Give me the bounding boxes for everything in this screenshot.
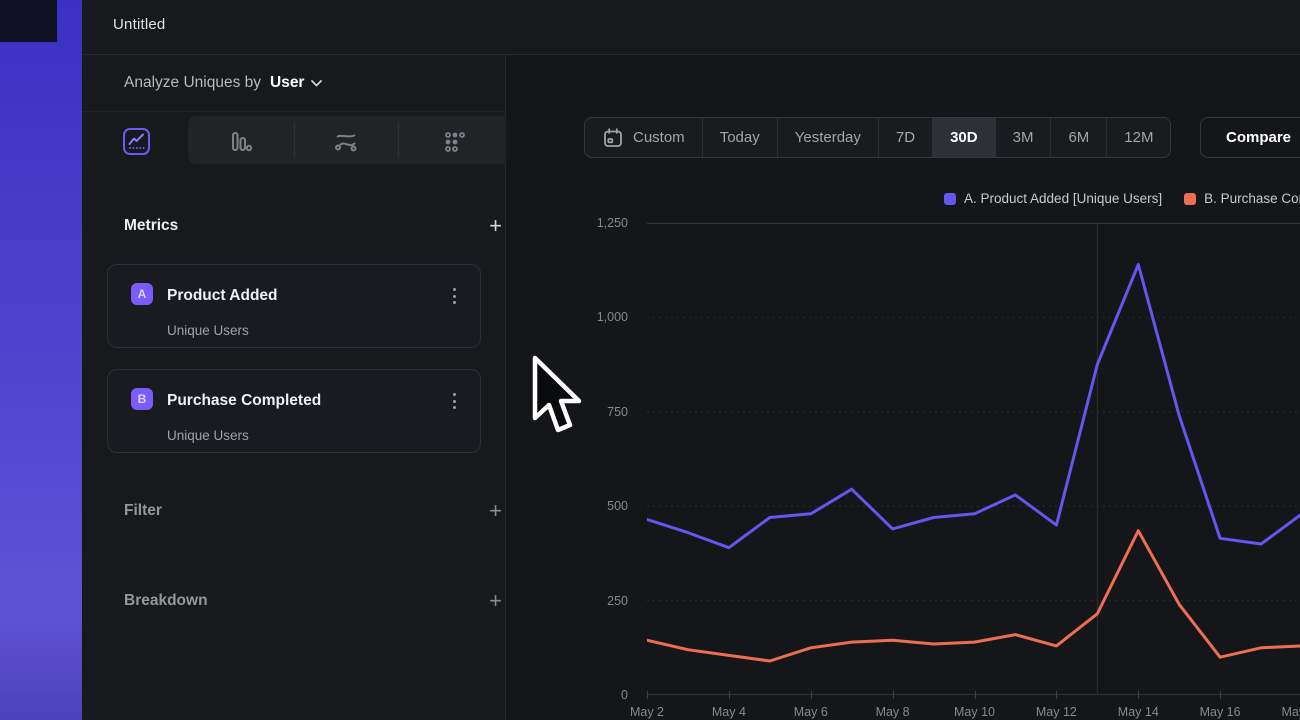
x-axis-label: May 18: [1281, 705, 1300, 719]
analyze-value-dropdown[interactable]: User: [270, 74, 323, 92]
x-tick: [974, 691, 976, 699]
y-axis-label: 1,250: [596, 216, 628, 230]
metric-card[interactable]: A Product Added Unique Users: [107, 264, 481, 348]
x-tick: [810, 691, 812, 699]
tab-separator: [294, 122, 295, 158]
range-button-30d[interactable]: 30D: [933, 118, 996, 157]
tab-flow[interactable]: [332, 128, 359, 155]
metrics-section-header: Metrics +: [124, 213, 502, 238]
x-axis-label: May 10: [954, 705, 995, 719]
header-bar: Untitled: [82, 0, 1300, 55]
range-label: Custom: [633, 129, 685, 146]
range-button-3m[interactable]: 3M: [996, 118, 1052, 157]
x-tick: [728, 691, 730, 699]
kebab-menu-button[interactable]: [446, 392, 462, 410]
metric-name: Product Added: [167, 287, 278, 304]
metric-card-list: A Product Added Unique Users B Purchase Comp…: [107, 264, 481, 474]
metric-badge: A: [131, 283, 153, 305]
sidebar: Analyze Uniques by User: [82, 55, 506, 720]
window-corner-block: [0, 0, 57, 42]
metric-badge: B: [131, 388, 153, 410]
metric-name: Purchase Completed: [167, 392, 322, 409]
date-range-selector: Custom Today Yesterday 7D 30D 3M 6M 12M: [584, 117, 1172, 158]
breakdown-title: Breakdown: [124, 592, 208, 609]
range-label: Today: [719, 129, 760, 146]
metrics-title: Metrics: [124, 217, 179, 234]
metric-measure: Unique Users: [167, 428, 249, 443]
legend-label: A. Product Added [Unique Users]: [964, 191, 1163, 206]
legend-item[interactable]: B. Purchase Completed [Unique Users]: [1184, 191, 1300, 206]
x-tick: [647, 691, 648, 699]
range-label: 6M: [1068, 129, 1090, 146]
filter-title: Filter: [124, 502, 162, 519]
page-title: Untitled: [113, 16, 166, 33]
x-axis-label: May 12: [1035, 705, 1077, 719]
range-label: 30D: [950, 129, 978, 146]
x-tick: [892, 691, 894, 699]
series-line-b: [647, 529, 1300, 663]
add-filter-button[interactable]: +: [489, 498, 502, 523]
range-label: Yesterday: [794, 129, 861, 146]
calendar-icon: [604, 127, 622, 147]
x-axis-label: May 2: [629, 705, 665, 719]
metric-measure: Unique Users: [167, 323, 249, 338]
x-tick: [1056, 691, 1058, 699]
tab-grid-dots[interactable]: [441, 128, 468, 155]
x-axis-label: May 14: [1117, 705, 1159, 719]
analyze-value: User: [270, 74, 305, 91]
range-button-custom[interactable]: Custom: [585, 118, 703, 157]
mouse-cursor: [532, 355, 582, 433]
add-breakdown-button[interactable]: +: [489, 588, 502, 613]
x-axis-label: May 16: [1199, 705, 1241, 719]
y-axis-label: 250: [607, 593, 628, 608]
legend-swatch: [944, 192, 956, 205]
kebab-menu-button[interactable]: [446, 287, 462, 305]
y-axis-label: 1,000: [596, 310, 628, 325]
analyze-row: Analyze Uniques by User: [82, 55, 505, 112]
metric-card[interactable]: B Purchase Completed Unique Users: [107, 369, 481, 453]
range-button-yesterday[interactable]: Yesterday: [778, 118, 879, 157]
tab-line-chart[interactable]: [123, 128, 150, 155]
y-axis-label: 0: [621, 688, 628, 702]
range-button-7d[interactable]: 7D: [879, 118, 934, 157]
legend-item[interactable]: A. Product Added [Unique Users]: [944, 191, 1162, 206]
breakdown-section-header: Breakdown +: [124, 588, 502, 613]
chart-plot[interactable]: [647, 223, 1300, 695]
bar-chart-icon: [231, 131, 252, 151]
x-tick: [1138, 691, 1140, 699]
compare-button[interactable]: Compare: [1200, 117, 1300, 158]
left-gradient-rail: [0, 0, 82, 720]
range-label: 12M: [1124, 129, 1154, 146]
legend-label: B. Purchase Completed [Unique Users]: [1204, 191, 1300, 206]
y-axis-label: 500: [607, 499, 628, 514]
chevron-down-icon: [311, 79, 323, 86]
grid-dots-icon: [444, 131, 465, 152]
range-button-6m[interactable]: 6M: [1051, 118, 1108, 157]
x-tick: [1220, 691, 1222, 699]
legend: A. Product Added [Unique Users] B. Purcha…: [944, 191, 1300, 206]
range-label: 3M: [1012, 129, 1034, 146]
range-label: 7D: [895, 129, 916, 146]
tab-separator: [398, 122, 399, 158]
x-axis-label: May 6: [793, 705, 828, 719]
chart-panel: [506, 55, 1300, 720]
series-line-a: [647, 263, 1300, 550]
flow-icon: [334, 134, 356, 151]
range-button-today[interactable]: Today: [703, 118, 778, 157]
range-button-12m[interactable]: 12M: [1107, 118, 1170, 157]
x-axis-label: May 8: [875, 705, 910, 719]
tab-bar-chart[interactable]: [227, 128, 254, 155]
analyze-label: Analyze Uniques by: [124, 74, 261, 91]
legend-swatch: [1184, 192, 1197, 205]
line-chart-icon: [128, 133, 145, 149]
add-metric-button[interactable]: +: [489, 213, 502, 238]
x-axis-label: May 4: [711, 705, 746, 719]
y-axis-label: 750: [607, 404, 628, 419]
filter-section-header: Filter +: [124, 498, 502, 523]
